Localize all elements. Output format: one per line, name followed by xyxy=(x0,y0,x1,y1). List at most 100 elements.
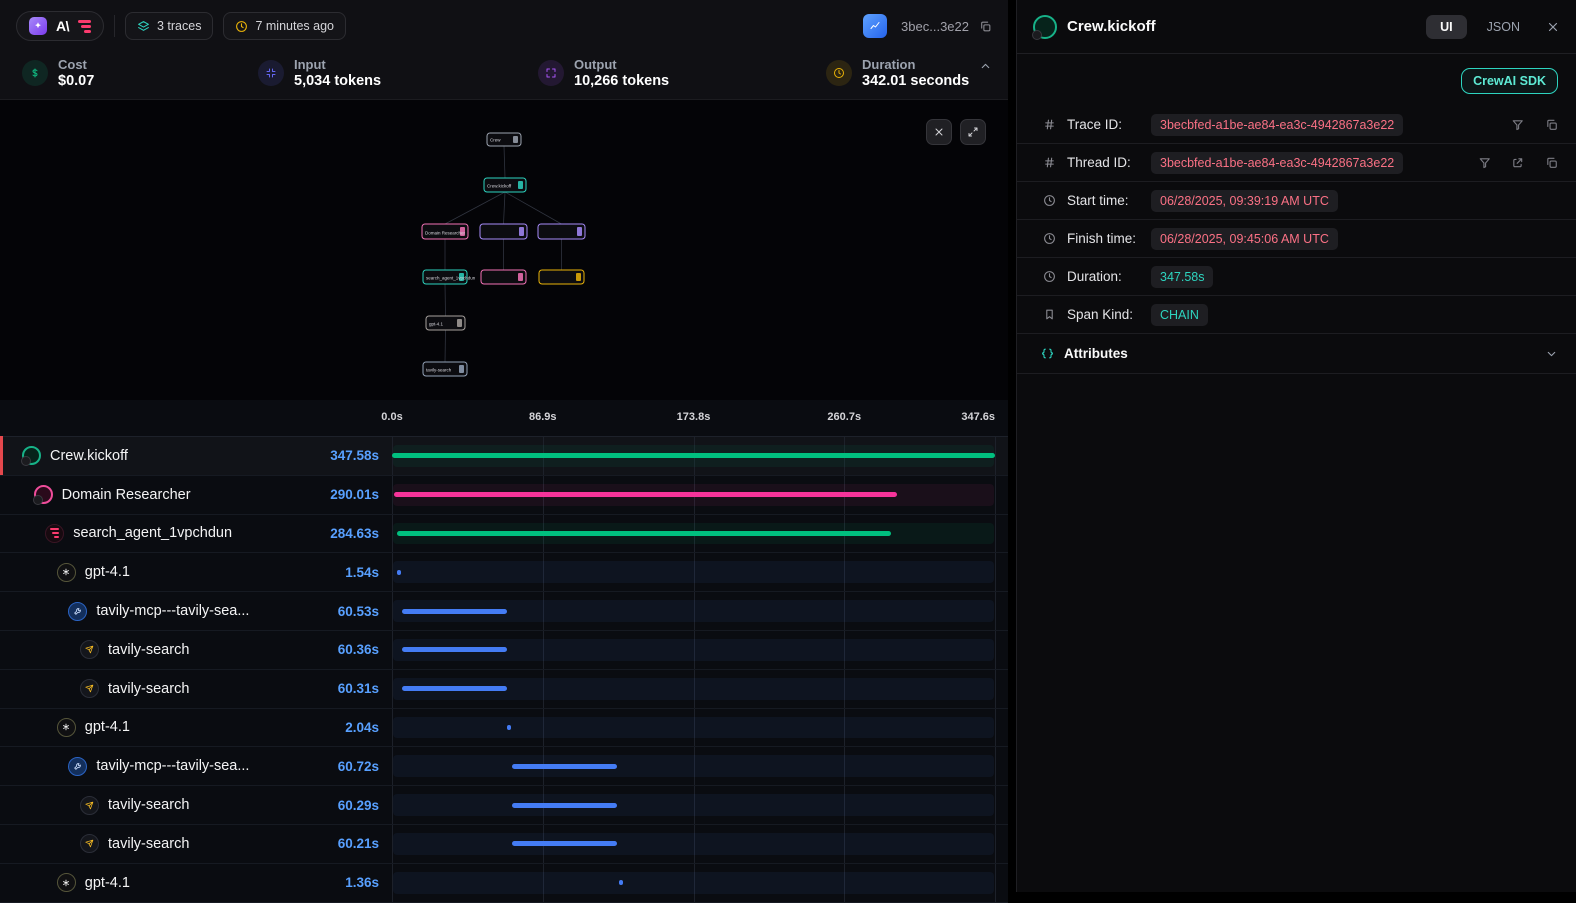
trace-row[interactable]: tavily-search 60.31s xyxy=(0,670,1008,709)
trace-row[interactable]: tavily-search 60.21s xyxy=(0,825,1008,864)
metric-label: Output xyxy=(574,57,669,72)
span-name: gpt-4.1 xyxy=(85,719,130,735)
field-label: Finish time: xyxy=(1067,231,1141,246)
span-name: tavily-search xyxy=(108,797,189,813)
trace-view-pane: A\ 3 traces 7 minutes ago 3bec...3e22 Co… xyxy=(0,0,1008,892)
trace-row[interactable]: gpt-4.1 2.04s xyxy=(0,709,1008,748)
attributes-label: Attributes xyxy=(1064,346,1128,361)
trace-row[interactable]: search_agent_1vpchdun 284.63s xyxy=(0,515,1008,554)
field-label: Duration: xyxy=(1067,269,1141,284)
sdk-badge: CrewAI SDK xyxy=(1461,68,1558,94)
trace-row[interactable]: gpt-4.1 1.54s xyxy=(0,553,1008,592)
filter-icon[interactable] xyxy=(1511,118,1525,132)
tool-icon xyxy=(68,602,87,621)
metric: Cost $0.07 xyxy=(22,57,94,89)
braces-icon xyxy=(1041,347,1054,360)
span-name: tavily-mcp---tavily-sea... xyxy=(96,758,249,774)
span-bar-lane xyxy=(392,709,1008,747)
detail-field: Finish time: 06/28/2025, 09:45:06 AM UTC xyxy=(1017,220,1576,258)
trace-row[interactable]: Crew.kickoff 347.58s xyxy=(0,437,1008,476)
span-duration: 60.72s xyxy=(338,759,392,774)
collapse-metrics-chevron-icon[interactable] xyxy=(979,60,992,73)
span-bar-lane xyxy=(392,670,1008,708)
metric-label: Cost xyxy=(58,57,94,72)
traces-count-badge[interactable]: 3 traces xyxy=(125,12,213,40)
span-duration: 1.54s xyxy=(345,565,392,580)
span-duration-bar xyxy=(397,531,891,536)
span-name: gpt-4.1 xyxy=(85,875,130,891)
span-bar-lane xyxy=(392,825,1008,863)
openai-icon xyxy=(57,873,76,892)
tab-ui[interactable]: UI xyxy=(1426,15,1467,39)
chevron-down-icon[interactable] xyxy=(1545,347,1558,360)
field-label: Span Kind: xyxy=(1067,307,1141,322)
detail-header: Crew.kickoff UI JSON xyxy=(1017,0,1576,54)
attributes-section[interactable]: Attributes xyxy=(1017,334,1576,374)
axis-tick-label: 0.0s xyxy=(381,411,402,423)
tavily-icon xyxy=(80,796,99,815)
detail-field: Trace ID: 3becbfed-a1be-ae84-ea3c-494286… xyxy=(1017,106,1576,144)
metric: Duration 342.01 seconds xyxy=(826,57,969,89)
trace-graph[interactable]: CrewCrew.kickoffDomain Researchersearch_… xyxy=(0,100,1008,400)
trace-row[interactable]: Domain Researcher 290.01s xyxy=(0,476,1008,515)
trace-row[interactable]: tavily-search 60.36s xyxy=(0,631,1008,670)
axis-tick-label: 173.8s xyxy=(677,411,711,423)
copy-icon[interactable] xyxy=(1545,118,1559,132)
detail-field: Duration: 347.58s xyxy=(1017,258,1576,296)
field-label: Thread ID: xyxy=(1067,155,1141,170)
trace-row[interactable]: gpt-4.1 1.36s xyxy=(0,864,1008,903)
close-graph-button[interactable] xyxy=(926,119,952,145)
trace-row[interactable]: tavily-mcp---tavily-sea... 60.72s xyxy=(0,747,1008,786)
time-ago-badge: 7 minutes ago xyxy=(223,12,346,40)
svg-text:search_agent_1vpchdun: search_agent_1vpchdun xyxy=(426,276,476,281)
close-panel-icon[interactable] xyxy=(1546,20,1560,34)
hash-icon xyxy=(1041,156,1057,169)
field-value: CHAIN xyxy=(1151,304,1208,326)
dollar-icon xyxy=(22,60,48,86)
sdk-badge-row: CrewAI SDK xyxy=(1017,54,1576,106)
span-duration: 284.63s xyxy=(330,526,392,541)
field-value: 347.58s xyxy=(1151,266,1213,288)
copy-icon[interactable] xyxy=(1545,156,1559,170)
tavily-icon xyxy=(80,834,99,853)
span-duration: 60.31s xyxy=(338,681,392,696)
span-duration-bar xyxy=(512,841,616,846)
metric: Output 10,266 tokens xyxy=(538,57,669,89)
crew-icon xyxy=(1033,15,1057,39)
trace-row[interactable]: tavily-search 60.29s xyxy=(0,786,1008,825)
metric-label: Duration xyxy=(862,57,969,72)
agent-icon xyxy=(45,524,64,543)
tab-json[interactable]: JSON xyxy=(1477,15,1530,39)
copy-trace-id-icon[interactable] xyxy=(979,20,992,33)
span-bar-lane xyxy=(392,515,1008,553)
axis-tick-label: 86.9s xyxy=(529,411,557,423)
expand-graph-button[interactable] xyxy=(960,119,986,145)
span-duration-bar xyxy=(402,647,507,652)
clock-icon xyxy=(826,60,852,86)
span-name: gpt-4.1 xyxy=(85,564,130,580)
detail-title: Crew.kickoff xyxy=(1067,18,1156,35)
trace-id-short: 3bec...3e22 xyxy=(901,19,969,34)
external-icon[interactable] xyxy=(1511,156,1525,170)
span-bar-lane xyxy=(392,864,1008,902)
arrows-in-icon xyxy=(258,60,284,86)
metric-value: 10,266 tokens xyxy=(574,73,669,89)
detail-field: Span Kind: CHAIN xyxy=(1017,296,1576,334)
arrows-out-icon xyxy=(538,60,564,86)
span-duration-bar xyxy=(397,570,401,575)
filter-icon[interactable] xyxy=(1478,156,1492,170)
span-duration: 290.01s xyxy=(330,487,392,502)
span-bar-lane xyxy=(392,476,1008,514)
span-duration-bar xyxy=(402,686,507,691)
anthropic-logo: A\ xyxy=(56,18,69,34)
trace-row[interactable]: tavily-mcp---tavily-sea... 60.53s xyxy=(0,592,1008,631)
axis-tick-label: 347.6s xyxy=(961,411,995,423)
clock-icon xyxy=(1041,270,1057,283)
clock-icon xyxy=(1041,232,1057,245)
field-value: 06/28/2025, 09:45:06 AM UTC xyxy=(1151,228,1338,250)
clock-icon xyxy=(1041,194,1057,207)
bookmark-icon xyxy=(1041,308,1057,321)
metric-value: $0.07 xyxy=(58,73,94,89)
crew-pink-icon xyxy=(34,485,53,504)
axis-tick-label: 260.7s xyxy=(827,411,861,423)
